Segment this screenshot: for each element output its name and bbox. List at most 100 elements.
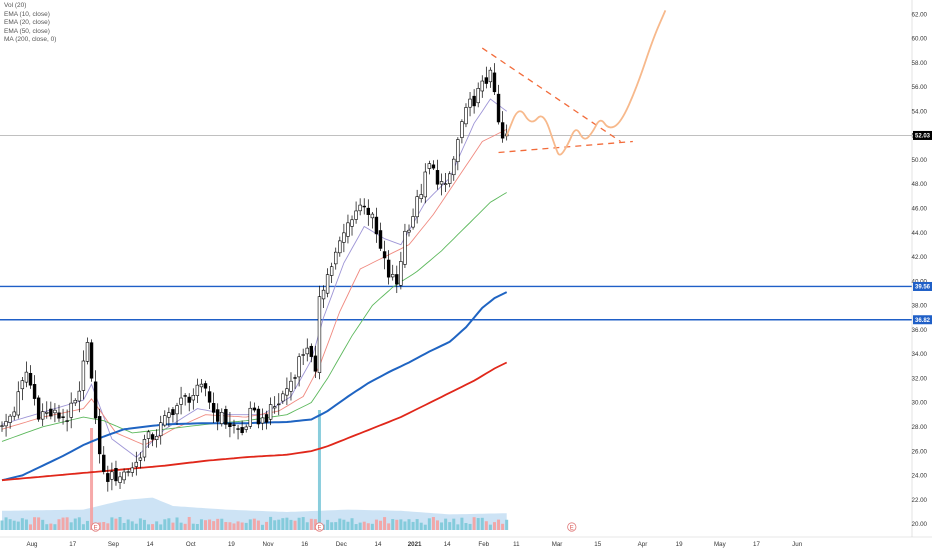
candle-body (256, 408, 261, 425)
time-tick-label: Aug (26, 541, 38, 548)
time-tick-label: 14 (147, 541, 154, 548)
candle-body (321, 289, 326, 300)
volume-bar (346, 521, 350, 530)
price-tick-label: 50.00 (912, 157, 928, 164)
volume-bar (45, 524, 49, 530)
legend-ema-20[interactable]: EMA (20, close) (4, 19, 50, 26)
candle-body (407, 229, 411, 233)
candle-body (150, 434, 155, 440)
volume-bar (260, 524, 264, 530)
candle-body (146, 431, 151, 439)
candle-body (211, 403, 216, 413)
candle-body (24, 371, 29, 383)
volume-bar (252, 518, 256, 530)
volume-bar (159, 524, 163, 530)
candle-body (142, 439, 147, 458)
candle-body (203, 383, 208, 389)
legend-ema-50[interactable]: EMA (50, close) (4, 27, 50, 35)
volume-bar (90, 428, 94, 530)
price-axis[interactable]: 62.0060.0058.0056.0054.0052.0050.0048.00… (912, 0, 932, 537)
candle-body (391, 274, 395, 278)
volume-bar (175, 517, 179, 530)
volume-bar (126, 519, 130, 530)
volume-bar (501, 523, 505, 530)
candle-body (264, 414, 269, 423)
level-badge-0: 39.56 (913, 281, 932, 291)
volume-bar (484, 521, 488, 530)
price-tick-label: 40.00 (912, 278, 928, 285)
candle-body (61, 416, 65, 418)
legend-ema-10[interactable]: EMA (10, close) (4, 10, 50, 18)
level-badge-0-text: 39.56 (915, 285, 931, 291)
candle-body (89, 342, 94, 379)
candle-body (358, 204, 362, 212)
time-tick-label: 2021 (408, 541, 422, 548)
earnings-label: E (94, 525, 98, 531)
time-tick-label: Feb (478, 541, 489, 548)
volume-bar (423, 524, 427, 530)
candle-body (460, 121, 464, 138)
volume-bar (395, 519, 399, 530)
volume-bar (281, 518, 285, 530)
volume-bar (415, 519, 419, 530)
candle-body (395, 274, 399, 285)
candle-body (207, 391, 212, 403)
candle-body (492, 72, 497, 93)
candle-body (500, 122, 505, 139)
candle-body (57, 412, 61, 419)
time-tick-label: 14 (375, 541, 382, 548)
volume-bar (403, 521, 407, 530)
candle-body (272, 406, 277, 409)
candle-body (195, 384, 200, 396)
earnings-icon (91, 522, 101, 532)
candle-body (362, 205, 366, 208)
price-tick-label: 34.00 (912, 351, 928, 358)
earnings-marker-2: E (567, 522, 577, 532)
candle-body (77, 390, 82, 402)
current-price-badge-bg (913, 130, 932, 140)
volume-bar (370, 523, 374, 530)
volume-bar (387, 523, 391, 530)
legend-ma-200[interactable]: MA (200, close, 0) (4, 36, 57, 43)
volume-bar (497, 519, 501, 530)
volume-bar (350, 518, 354, 530)
volume-bar (195, 523, 199, 530)
volume-bar (24, 519, 28, 530)
volume-bar (492, 522, 496, 530)
time-axis[interactable]: Aug 17 Sep 14 Oct 19 Nov 16 Dec 14 2021 14 Feb 11 Mar 1… (0, 536, 932, 548)
volume-bar (427, 518, 431, 530)
volume-bar (362, 521, 366, 530)
time-tick-label: 17 (753, 541, 760, 548)
candle-body (350, 219, 354, 227)
legend-volume[interactable]: Vol (20) (4, 2, 27, 9)
time-tick-label: 16 (301, 541, 308, 548)
volume-bar (204, 520, 207, 530)
volume-bar (220, 518, 224, 530)
candle-body (20, 380, 25, 390)
volume-bar (57, 519, 61, 530)
volume-bar (452, 518, 456, 530)
candle-body (325, 274, 330, 294)
candle-body (248, 407, 252, 427)
candle-body (427, 163, 432, 169)
candle-body (163, 415, 167, 426)
blue-ma-line (1, 291, 508, 482)
price-tick-label: 24.00 (912, 473, 928, 480)
candle-body (171, 409, 175, 416)
time-tick-label: 17 (69, 541, 76, 548)
candle-body (49, 408, 53, 417)
ema-10-line (1, 98, 507, 458)
volume-bar (289, 519, 293, 530)
drawings (481, 10, 667, 156)
volume-bar (297, 517, 301, 530)
candle-body (28, 372, 33, 386)
time-tick-label: May (714, 541, 727, 548)
candle-body (370, 213, 375, 219)
candle-body (346, 222, 350, 237)
volume-bar (334, 522, 338, 530)
earnings-icon (314, 522, 325, 532)
candle-body (431, 164, 436, 169)
volume-bar (69, 522, 73, 530)
